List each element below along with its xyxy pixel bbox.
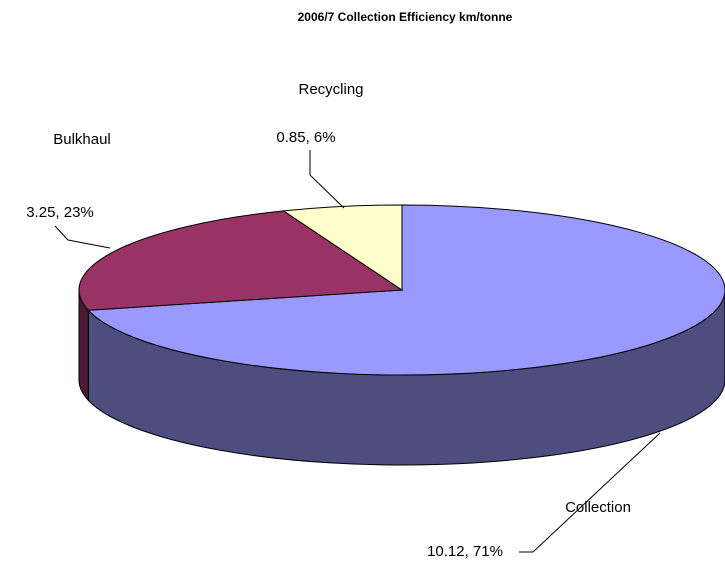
value-label: 10.12, 71% xyxy=(427,543,503,560)
leader-line xyxy=(519,432,661,553)
slice xyxy=(87,204,725,376)
slice xyxy=(78,210,404,311)
leader-line xyxy=(54,225,111,249)
value-label: 3.25, 23% xyxy=(26,204,94,221)
value-label: 0.85, 6% xyxy=(276,129,335,146)
slice xyxy=(282,204,403,291)
chart-title: 2006/7 Collection Efficiency km/tonne xyxy=(298,10,513,24)
leader-line xyxy=(309,150,345,209)
slice-name: Recycling xyxy=(298,81,363,98)
slice-name: Bulkhaul xyxy=(53,131,111,148)
slice-name: Collection xyxy=(565,499,631,516)
